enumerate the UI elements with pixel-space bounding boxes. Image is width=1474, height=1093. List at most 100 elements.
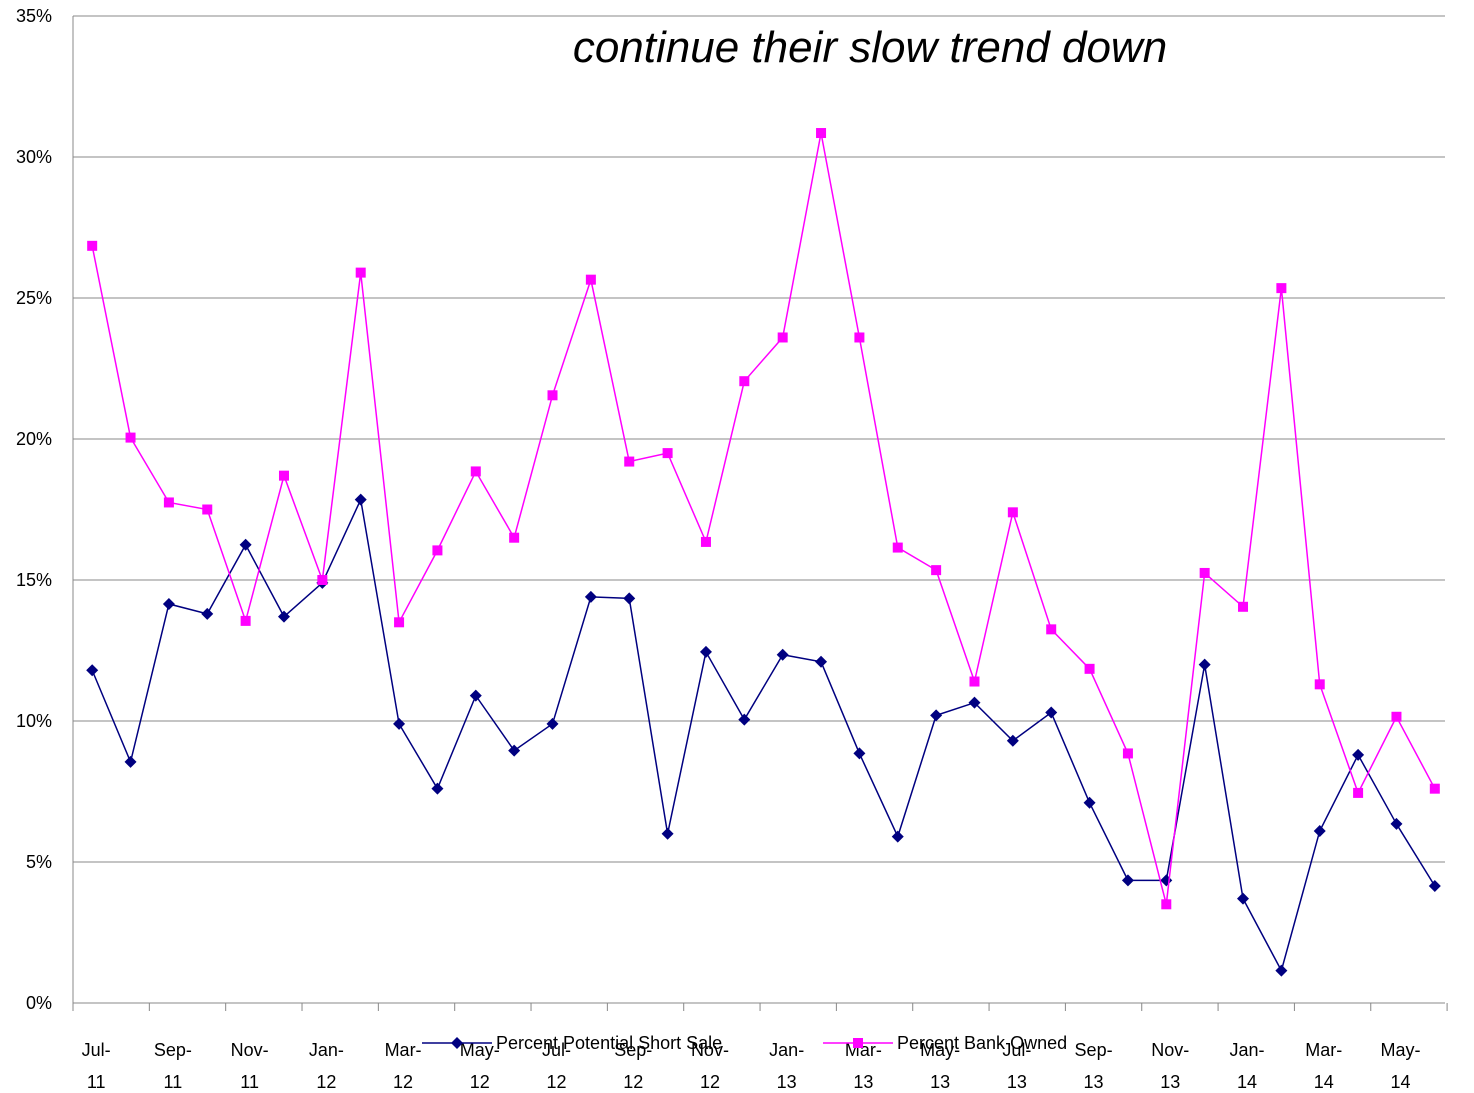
point	[240, 615, 251, 626]
point	[623, 592, 636, 605]
point	[776, 648, 789, 661]
point	[125, 432, 136, 443]
x-tick-label: May-14	[1380, 1040, 1420, 1092]
x-tick-label: Jan-14	[1230, 1040, 1265, 1092]
legend-item: Percent Bank Owned	[823, 1033, 1067, 1053]
point	[815, 655, 828, 668]
point	[1314, 679, 1325, 690]
x-tick-label: Jul-12	[542, 1040, 571, 1092]
point	[354, 493, 367, 506]
legend-item: Percent Potential Short Sale	[422, 1033, 722, 1053]
point	[662, 448, 673, 459]
point	[393, 717, 406, 730]
point	[699, 645, 712, 658]
point	[1199, 567, 1210, 578]
point	[1390, 817, 1403, 830]
x-tick-label: May-13	[920, 1040, 960, 1092]
x-tick-label: Nov-12	[691, 1040, 729, 1092]
point	[278, 470, 289, 481]
y-tick-label: 5%	[26, 852, 52, 872]
point	[239, 538, 252, 551]
point	[931, 565, 942, 576]
point	[1122, 748, 1133, 759]
point	[432, 545, 443, 556]
point	[1160, 874, 1173, 887]
point	[816, 128, 827, 139]
point	[700, 536, 711, 547]
point	[509, 532, 520, 543]
x-tick-label: Jul-11	[82, 1040, 111, 1092]
point	[1276, 283, 1287, 294]
x-tick-label: Jul-13	[1002, 1040, 1031, 1092]
point	[1046, 624, 1057, 635]
x-tick-label: Mar-13	[845, 1040, 882, 1092]
point	[546, 717, 559, 730]
point	[1275, 964, 1288, 977]
point	[87, 240, 98, 251]
chart-title: continue their slow trend down	[573, 23, 1167, 72]
x-tick-label: Nov-13	[1151, 1040, 1189, 1092]
point	[777, 332, 788, 343]
y-tick-label: 30%	[16, 147, 52, 167]
point	[891, 830, 904, 843]
point	[1007, 507, 1018, 518]
point	[1238, 601, 1249, 612]
point	[202, 504, 213, 515]
series-line	[91, 497, 1436, 973]
y-tick-label: 20%	[16, 429, 52, 449]
point	[431, 782, 444, 795]
x-tick-label: Sep-12	[614, 1040, 652, 1092]
point	[968, 696, 981, 709]
x-tick-label: Sep-13	[1075, 1040, 1113, 1092]
point	[1083, 796, 1096, 809]
point	[1352, 748, 1365, 761]
point	[853, 747, 866, 760]
point	[1084, 663, 1095, 674]
point	[930, 709, 943, 722]
y-tick-label: 10%	[16, 711, 52, 731]
point	[1121, 874, 1134, 887]
point	[277, 610, 290, 623]
point	[1429, 783, 1440, 794]
point	[584, 590, 597, 603]
point	[969, 676, 980, 687]
point	[451, 1037, 463, 1049]
x-tick-label: Sep-11	[154, 1040, 192, 1092]
point	[162, 597, 175, 610]
point	[355, 267, 366, 278]
point	[508, 744, 521, 757]
point	[470, 466, 481, 477]
y-tick-label: 25%	[16, 288, 52, 308]
point	[86, 664, 99, 677]
point	[892, 542, 903, 553]
x-tick-label: Jan-12	[309, 1040, 344, 1092]
y-tick-label: 35%	[16, 6, 52, 26]
point	[854, 332, 865, 343]
x-tick-label: May-12	[460, 1040, 500, 1092]
y-tick-label: 0%	[26, 993, 52, 1013]
point	[739, 376, 750, 387]
x-tick-label: Mar-14	[1305, 1040, 1342, 1092]
legend-label: Percent Potential Short Sale	[496, 1033, 722, 1053]
point	[738, 713, 751, 726]
point	[585, 274, 596, 285]
point	[469, 689, 482, 702]
point	[624, 456, 635, 467]
series-line	[91, 132, 1436, 905]
legend-label: Percent Bank Owned	[897, 1033, 1067, 1053]
point	[1161, 899, 1172, 910]
point	[1313, 824, 1326, 837]
point	[853, 1038, 863, 1048]
x-tick-label: Jan-13	[769, 1040, 804, 1092]
point	[1006, 734, 1019, 747]
x-tick-label: Nov-11	[231, 1040, 269, 1092]
point	[124, 755, 137, 768]
point	[1391, 711, 1402, 722]
point	[547, 390, 558, 401]
x-tick-label: Mar-12	[385, 1040, 422, 1092]
point	[1198, 658, 1211, 671]
point	[317, 575, 328, 585]
point	[1237, 892, 1250, 905]
point	[1045, 706, 1058, 719]
